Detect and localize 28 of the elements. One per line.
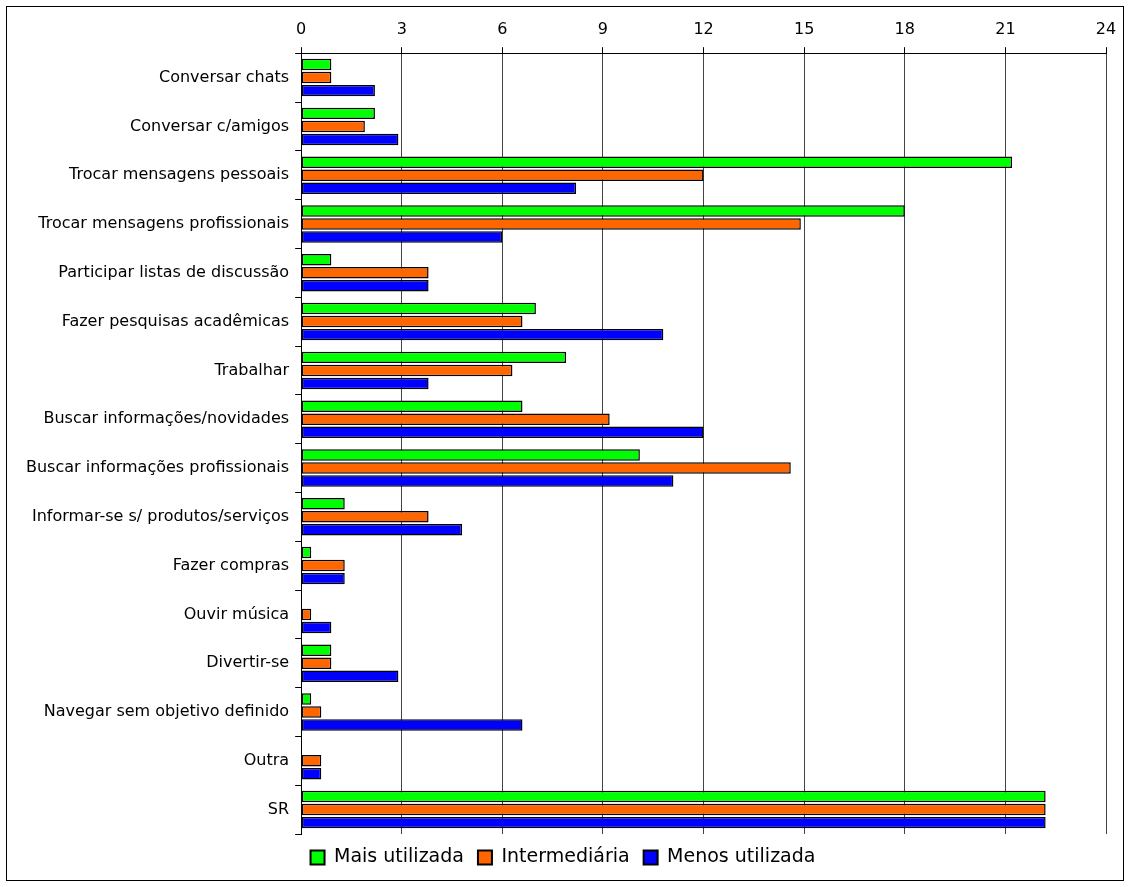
x-tick-label: 12 [693, 18, 714, 38]
y-tick-label: Divertir-se [206, 652, 290, 672]
x-tick-label: 9 [597, 18, 609, 38]
y-tick-label: Conversar c/amigos [130, 115, 290, 135]
x-tick-label: 0 [296, 18, 307, 38]
y-tick-label: Trocar mensagens pessoais [68, 164, 290, 184]
x-tick-label: 18 [894, 18, 915, 38]
y-tick-label: Outra [243, 749, 290, 769]
x-tick-label: 21 [995, 18, 1016, 38]
y-tick-label: Buscar informações profissionais [25, 457, 290, 477]
y-tick-label: Navegar sem objetivo definido [43, 701, 290, 721]
y-tick-label: SR [267, 798, 290, 818]
y-tick-label: Informar-se s/ produtos/serviços [31, 505, 290, 525]
y-tick-label: Participar listas de discussão [58, 261, 290, 281]
x-tick-label: 3 [396, 18, 407, 38]
legend-label: Intermediária [501, 844, 630, 867]
legend-label: Mais utilizada [334, 844, 464, 867]
x-tick-label: 15 [794, 18, 815, 38]
y-tick-label: Fazer compras [172, 554, 290, 574]
y-tick-label: Buscar informações/novidades [43, 408, 290, 428]
y-tick-label: Trocar mensagens profissionais [37, 213, 290, 233]
y-tick-label: Fazer pesquisas acadêmicas [61, 310, 290, 330]
y-tick-label: Trabalhar [213, 359, 290, 379]
x-tick-label: 24 [1095, 18, 1117, 38]
y-tick-label: Conversar chats [158, 66, 290, 86]
legend-label: Menos utilizada [667, 844, 816, 867]
y-tick-label: Ouvir música [183, 603, 290, 623]
x-tick-label: 6 [497, 18, 508, 38]
